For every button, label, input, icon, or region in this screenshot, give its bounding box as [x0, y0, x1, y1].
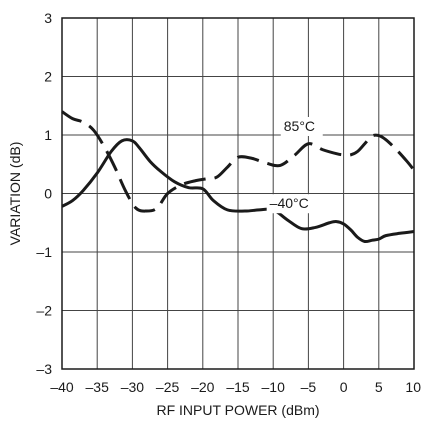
x-tick-label: 10	[405, 379, 421, 395]
x-axis-label: RF INPUT POWER (dBm)	[156, 402, 319, 418]
x-tick-label: 0	[340, 379, 348, 395]
annotation-85c: 85°C	[284, 118, 315, 134]
y-tick-label: –1	[36, 244, 52, 260]
annotation-minus40c: –40°C	[270, 195, 309, 211]
x-tick-label: –25	[156, 379, 180, 395]
series-group	[61, 110, 416, 244]
y-tick-label: 0	[44, 186, 52, 202]
x-tick-label: –30	[121, 379, 145, 395]
x-tick-labels: –40 –35 –30 –25 –20 –15 –10 –5 0 5 10	[50, 379, 421, 395]
y-axis-label: VARIATION (dB)	[7, 142, 23, 246]
x-tick-label: –20	[191, 379, 215, 395]
x-tick-label: –10	[262, 379, 286, 395]
x-tick-label: –15	[226, 379, 250, 395]
annotation-background	[280, 117, 323, 136]
plot-frame	[61, 17, 415, 370]
y-tick-label: 3	[44, 10, 52, 26]
x-tick-label: –40	[50, 379, 74, 395]
y-tick-labels: –3 –2 –1 0 1 2 3	[36, 10, 52, 377]
x-tick-label: –35	[86, 379, 110, 395]
y-tick-label: –2	[36, 303, 52, 319]
annotation-background	[266, 194, 313, 214]
plot-border	[61, 17, 415, 370]
grid	[62, 18, 414, 369]
y-tick-label: 2	[44, 69, 52, 85]
y-tick-label: 1	[44, 127, 52, 143]
series-line-minus40c	[61, 138, 415, 244]
annotations: 85°C –40°C	[266, 117, 323, 214]
series-line-85c	[61, 110, 416, 213]
x-tick-label: –5	[301, 379, 317, 395]
x-tick-label: 5	[375, 379, 383, 395]
y-tick-label: –3	[36, 361, 52, 377]
